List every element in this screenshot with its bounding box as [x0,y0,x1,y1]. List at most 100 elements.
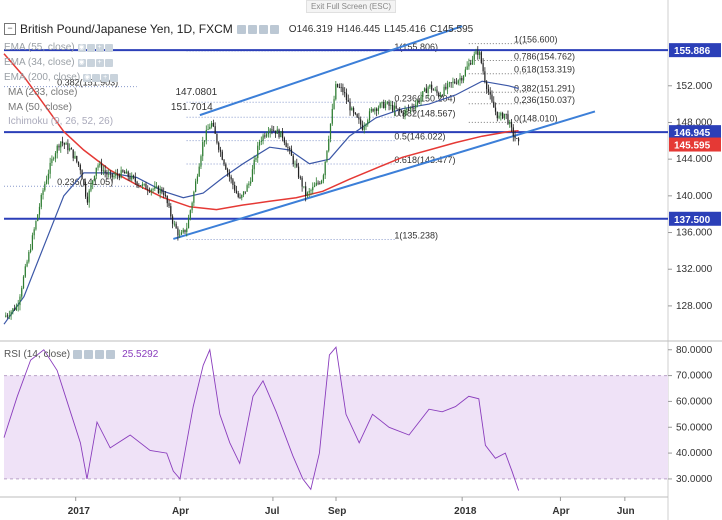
candle-body [425,88,427,93]
candle-body [189,210,191,218]
candle-body [411,107,413,109]
candle-body [83,179,85,185]
candle-body [274,130,277,134]
candle-body [502,112,504,119]
candle-body [33,229,35,236]
candle-body [445,86,447,89]
candle-body [267,132,270,135]
candle-body [432,89,435,91]
legend-rsi[interactable]: RSI (14, close) 25.5292 [4,349,158,360]
candle-body [108,173,110,175]
candle-body [505,113,507,115]
candle-body [510,121,513,128]
candle-body [131,175,133,180]
candle-body [290,149,293,156]
candle-body [203,140,206,143]
candle-body [342,87,344,93]
candle-body [409,107,411,109]
candle-body [285,142,287,148]
candle-body [60,141,62,148]
candle-body [468,63,470,67]
candle-body [324,161,326,176]
candle-body [230,176,232,180]
candle-body [246,185,248,192]
candle-body [436,89,438,93]
candle-body [301,177,303,187]
candle-body [517,138,520,142]
candle-body [271,129,273,131]
level-price-tag [669,125,721,140]
legend-label: Ichimoku (9, 26, 52, 26) [8,116,114,127]
legend-label: RSI (14, close) [4,349,71,360]
x-tick-label: Apr [172,506,189,517]
legend-ma50[interactable]: MA (50, close) 151.7014 [8,102,213,113]
candle-body [305,186,307,196]
candle-body [336,83,339,88]
candle-body [241,194,243,198]
legend-value: 147.0801 [175,87,218,98]
legend-ema200[interactable]: EMA (200, close) ◉ + [4,72,119,83]
header-tool-buttons[interactable] [236,24,279,34]
candle-body [74,155,76,159]
candle-body [54,153,57,159]
candle-body [67,143,69,151]
legend-ema34[interactable]: EMA (34, close) ◉ + [4,57,113,68]
candle-body [381,101,383,104]
candle-body [170,206,172,217]
candle-body [281,131,284,139]
candle-body [106,172,108,175]
candle-body [448,82,451,84]
candle-body [127,171,129,177]
candle-body [503,113,506,119]
exit-fullscreen-button[interactable]: Exit Full Screen (ESC) [306,0,397,13]
candle-body [399,108,401,112]
y-tick-label: 148.000 [676,117,713,128]
candle-body [365,124,367,127]
legend-value: 25.5292 [122,349,159,360]
rsi-line [3,346,520,491]
candle-body [457,80,459,84]
candle-body [147,189,149,191]
candle-body [370,108,372,112]
candle-body [8,315,10,317]
legend-ema55[interactable]: EMA (55, close) ◉ + [4,42,113,53]
legend-ma233[interactable]: MA (233, close) 147.0801 [8,87,217,98]
candle-body [328,138,330,151]
candle-body [454,81,456,83]
candle-body [152,188,154,190]
legend-ichimoku[interactable]: Ichimoku (9, 26, 52, 26) [8,116,113,127]
candle-body [349,101,351,111]
candle-body [195,181,197,192]
candle-body [166,195,168,204]
candle-body [455,82,458,84]
candle-body [40,194,42,207]
candle-body [266,134,268,137]
candle-body [205,130,207,141]
candle-body [141,184,144,186]
candle-body [157,186,160,194]
candle-body [14,308,16,311]
candle-body [164,194,167,196]
candle-body [99,163,101,166]
candle-body [255,157,257,160]
candle-body [317,182,319,184]
candle-body [12,308,14,312]
candle-body [374,108,376,112]
candle-body [319,183,321,184]
candle-body [516,138,518,139]
candle-body [471,59,474,65]
candle-body [379,103,381,108]
rsi-tick-label: 70.0000 [676,371,713,382]
candle-body [209,126,211,130]
ma233-line [3,53,519,211]
candle-body [402,112,404,116]
candle-body [184,229,186,233]
fib-level-label: 0.236(150.204) [394,93,455,103]
candle-body [81,170,83,180]
candle-body [22,276,25,289]
collapse-icon[interactable]: − [4,23,16,35]
trend-line [173,110,596,240]
candle-body [496,111,498,119]
last-price-label: 145.595 [674,141,711,152]
